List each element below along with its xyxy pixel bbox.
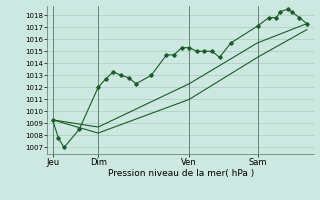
X-axis label: Pression niveau de la mer( hPa ): Pression niveau de la mer( hPa ) (108, 169, 254, 178)
